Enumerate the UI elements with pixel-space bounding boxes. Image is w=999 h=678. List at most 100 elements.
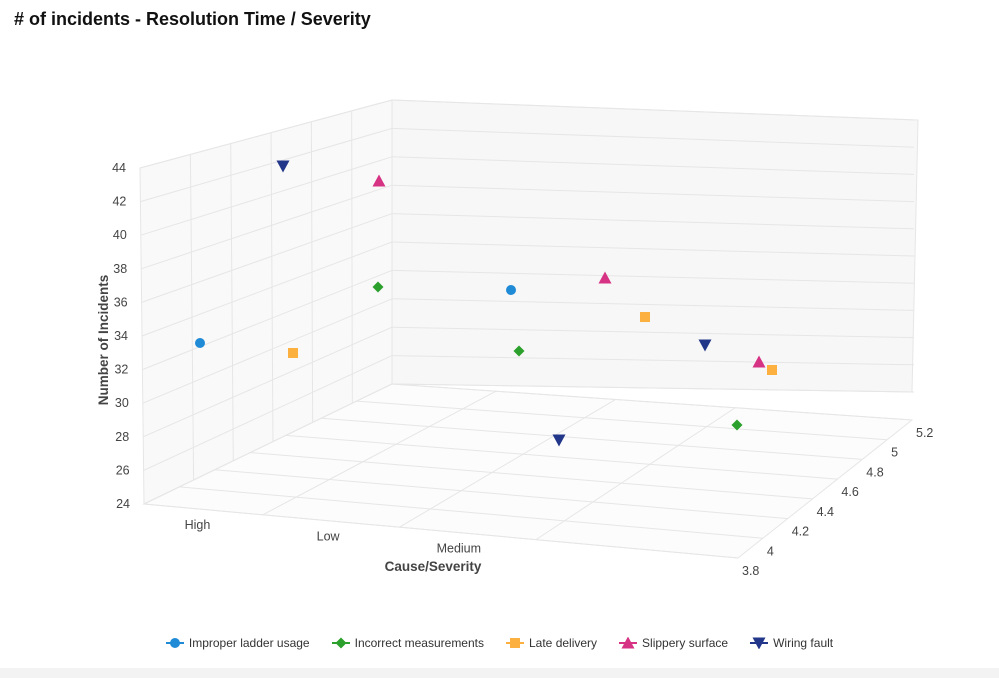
floor-grid-line [250,452,813,500]
side-grid-line [142,326,393,438]
legend-label: Late delivery [529,636,598,650]
side-depth-line [270,132,274,442]
data-point-circle[interactable] [195,338,205,348]
back-grid-line [391,298,915,311]
y-tick-label: 42 [112,195,126,209]
side-depth-line [351,110,353,404]
data-point-diamond[interactable] [372,281,384,293]
side-depth-line [310,121,314,423]
data-point-triangle[interactable] [598,271,612,284]
floor-grid-line [391,383,913,421]
legend-marker[interactable] [169,638,180,648]
x-tick-label: High [185,518,211,532]
y-axis-ticks: 24 26 28 30 32 34 36 38 40 42 44 [112,161,130,511]
z-tick-label: 3.8 [742,564,759,578]
chart-3d-scatter: 24 26 28 30 32 34 36 38 40 42 44 High Low Medium 3.8… [96,99,933,578]
z-tick-label: 4.6 [841,485,858,499]
legend-item[interactable]: Incorrect measurements [331,636,484,650]
y-tick-label: 40 [113,228,127,242]
legend-item[interactable]: Slippery surface [619,636,728,650]
back-grid-line [391,156,915,175]
back-grid-line [391,383,915,393]
data-point-triangle[interactable] [372,174,386,187]
data-point-triangle[interactable] [752,355,766,368]
legend-label: Wiring fault [773,636,834,650]
legend-item[interactable]: Late delivery [506,636,597,650]
data-points [195,160,777,447]
legend-item[interactable]: Wiring fault [750,636,833,650]
back-grid-line [391,326,915,339]
legend: Improper ladder usage Incorrect measureme… [0,636,999,650]
data-point-square[interactable] [767,365,777,375]
side-grid-line [141,213,393,303]
z-tick-label: 4.4 [817,505,834,519]
back-grid-line [391,355,915,366]
legend-label: Improper ladder usage [188,636,310,650]
side-grid-line [139,99,393,169]
floor-grid-line [179,486,763,539]
data-point-triangle-down[interactable] [552,434,566,447]
side-depth-line [230,143,234,461]
y-tick-label: 28 [115,430,129,444]
legend-symbol-icon [619,637,638,649]
bottom-bar [0,668,999,678]
back-grid-line [391,127,915,148]
side-grid-line [142,298,393,404]
grid-lines [139,99,915,559]
z-tick-label: 5.2 [916,426,933,440]
z-tick-label: 4.2 [792,525,809,539]
data-point-diamond[interactable] [731,419,743,431]
side-grid-line [142,269,393,371]
z-tick-label: 4 [767,544,774,558]
floor-grid-line [356,400,888,441]
legend-symbol-icon [165,638,184,648]
x-axis-ticks: High Low Medium [185,518,481,556]
x-axis-title: Cause/Severity [385,559,482,574]
legend-marker[interactable] [621,637,635,649]
legend-symbol-icon [750,637,769,650]
data-point-square[interactable] [288,348,298,358]
y-tick-label: 34 [114,329,128,343]
back-wall [391,99,919,393]
z-tick-label: 5 [891,446,898,460]
side-grid-line [143,383,393,505]
back-grid-line [391,213,915,230]
floor-category-line [262,390,497,516]
y-tick-label: 38 [113,262,127,276]
chart-title: # of incidents - Resolution Time / Sever… [14,9,371,29]
floor-grid-line [285,434,838,480]
side-grid-line [140,127,393,203]
side-grid-line [140,156,393,236]
legend-label: Slippery surface [642,636,729,650]
y-tick-label: 26 [116,463,130,477]
z-tick-label: 4.8 [866,465,883,479]
x-tick-label: Medium [437,542,481,556]
y-tick-label: 24 [116,497,130,511]
floor-grid-line [143,503,739,559]
data-point-square[interactable] [640,312,650,322]
y-axis-title: Number of Incidents [96,275,111,406]
floor-grid-line [214,469,788,520]
side-depth-line [189,154,195,481]
legend-symbol-icon [331,637,350,649]
data-point-triangle-down[interactable] [698,339,712,352]
data-point-triangle-down[interactable] [276,160,290,173]
legend-symbol-icon [506,638,524,648]
x-tick-label: Low [317,530,341,544]
legend-marker[interactable] [752,637,766,650]
y-tick-label: 44 [112,161,126,175]
data-point-circle[interactable] [506,285,516,295]
floor-category-line [535,407,736,541]
legend-marker[interactable] [335,637,347,649]
y-tick-label: 30 [115,396,129,410]
legend-marker[interactable] [510,638,520,648]
legend-item[interactable]: Improper ladder usage [165,636,310,650]
side-grid-line [143,355,393,471]
back-grid-line [391,241,915,257]
y-tick-label: 32 [114,363,128,377]
y-tick-label: 36 [114,295,128,309]
floor-category-line [399,399,616,528]
back-grid-line [391,184,915,203]
data-point-diamond[interactable] [513,345,525,357]
side-grid-line [141,184,393,270]
